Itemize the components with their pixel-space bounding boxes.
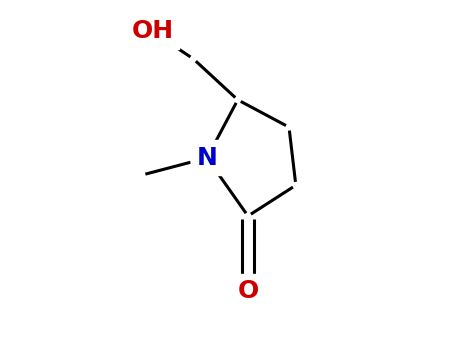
Text: N: N <box>197 146 217 170</box>
Text: OH: OH <box>131 20 173 43</box>
Text: O: O <box>238 279 258 303</box>
